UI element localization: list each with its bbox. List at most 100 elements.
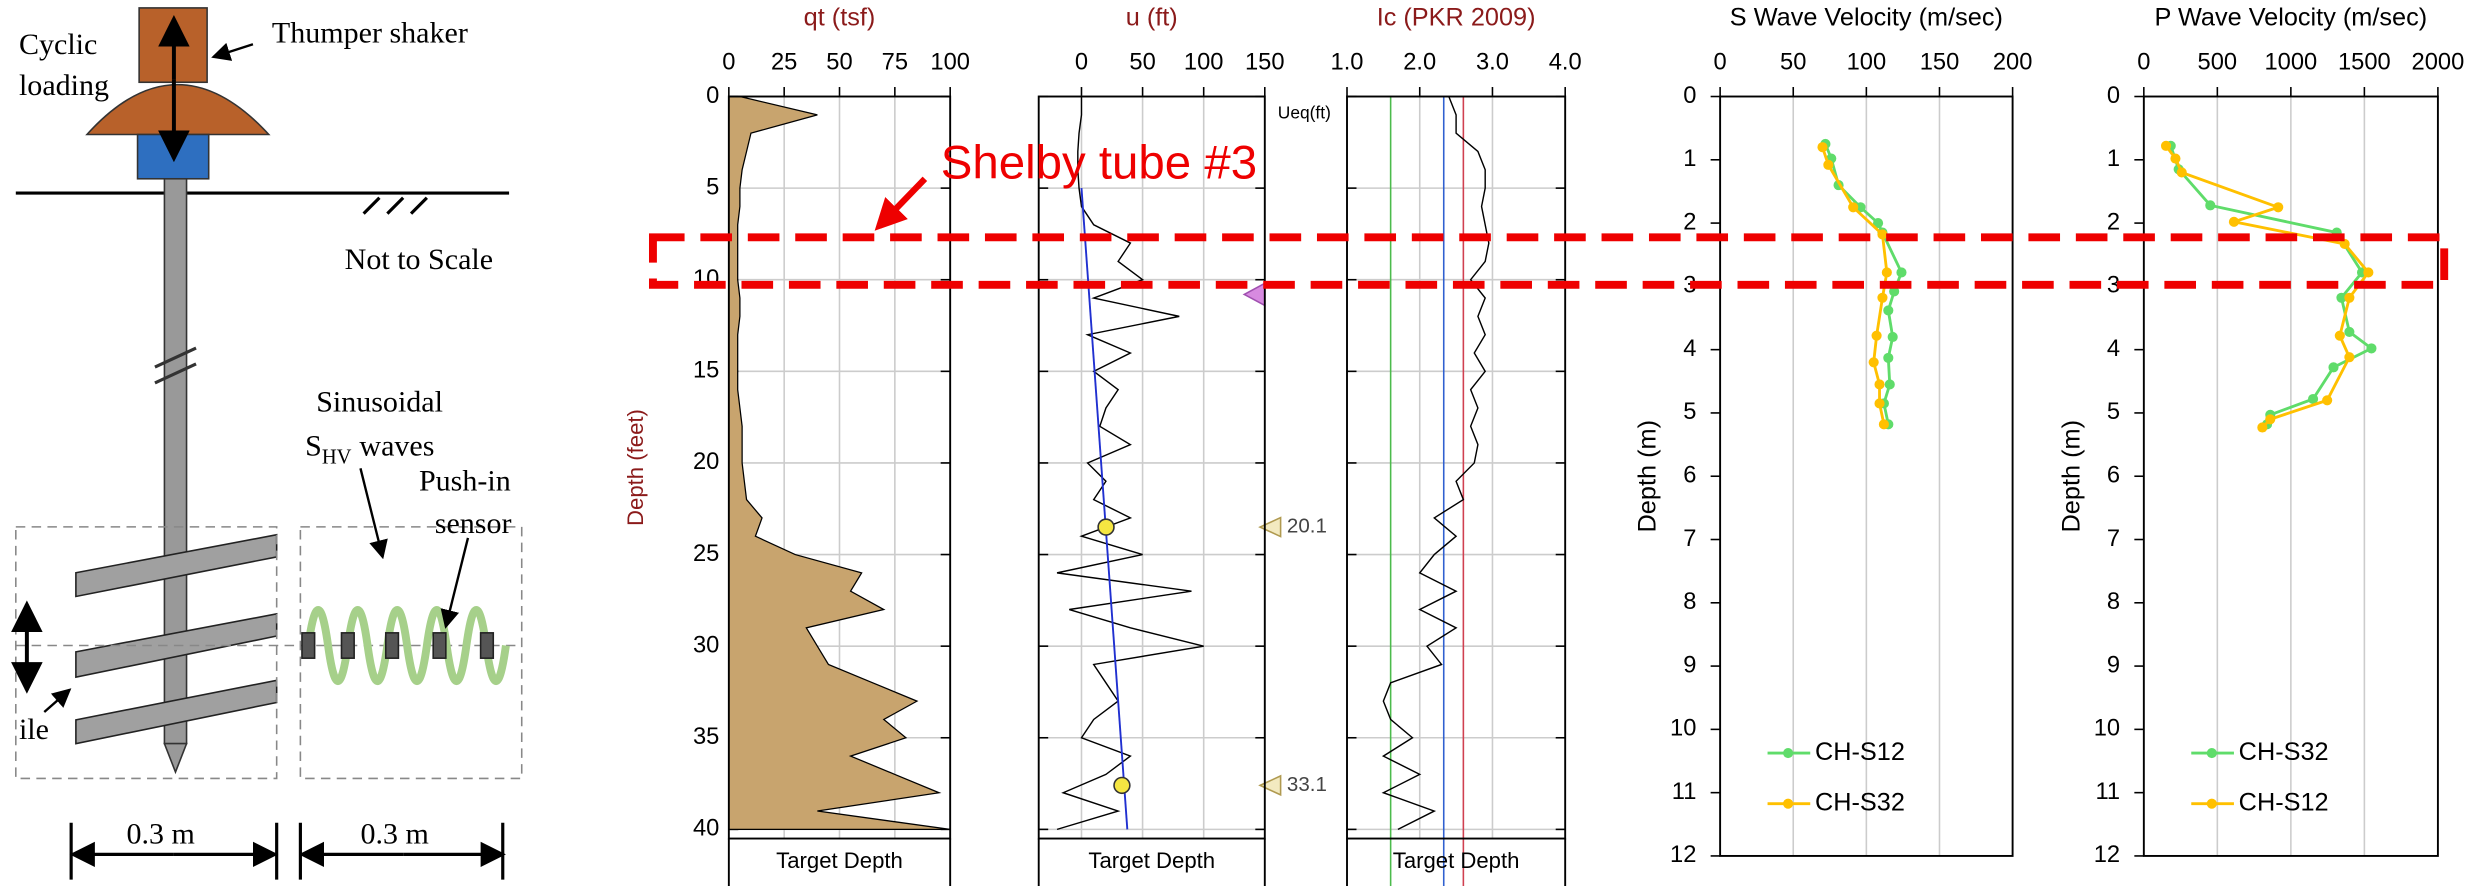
label: 0.3 m	[126, 817, 194, 850]
point	[2363, 267, 2374, 278]
point	[1889, 286, 1900, 297]
shaker-dome	[85, 83, 271, 136]
x-tick-label: 1500	[2338, 50, 2391, 76]
point	[2322, 395, 2333, 406]
x-tick-label: 100	[1847, 50, 1887, 76]
y-tick-label: 25	[693, 541, 719, 567]
y-tick-label: 4	[2107, 336, 2120, 362]
point	[1874, 398, 1885, 409]
plot-frame	[1346, 95, 1567, 840]
point	[2344, 292, 2355, 303]
legend-swatch	[2206, 798, 2217, 809]
dissipation-point	[1113, 776, 1131, 795]
label: Cyclic	[19, 28, 97, 61]
y-tick-label: 7	[1683, 526, 1696, 552]
x-tick-label: 100	[930, 50, 970, 76]
y-tick-label: 15	[693, 358, 719, 384]
chart-title: S Wave Velocity (m/sec)	[1730, 4, 2003, 32]
x-tick-label: 0	[1075, 50, 1088, 76]
right-label: Ueq(ft)	[1278, 103, 1331, 123]
y-tick-label: 8	[2107, 589, 2120, 615]
point	[2344, 326, 2355, 337]
x-tick-label: 4.0	[1549, 50, 1582, 76]
point	[2334, 330, 2345, 341]
y-axis-label: Depth (m)	[1634, 420, 1662, 532]
y-axis-label: Depth (feet)	[623, 409, 648, 526]
dissipation-point	[1097, 518, 1115, 536]
point	[2257, 422, 2268, 433]
x-tick-label: 1.0	[1331, 50, 1364, 76]
dashed-box	[15, 526, 278, 780]
x-tick-label: 150	[1245, 50, 1285, 76]
point	[1896, 267, 1907, 278]
shelby-annotation: Shelby tube #3	[648, 137, 2449, 289]
point	[1874, 379, 1885, 390]
legend-swatch	[1783, 798, 1794, 809]
x-tick-label: 2.0	[1403, 50, 1436, 76]
x-tick-label: 2000	[2412, 50, 2465, 76]
label: S	[305, 430, 322, 463]
y-tick-label: 9	[2107, 652, 2120, 678]
y-tick-label: 5	[706, 174, 719, 200]
label: HV	[322, 447, 352, 469]
point	[1873, 218, 1884, 229]
qt-profile	[728, 95, 951, 831]
chart-title: Ic (PKR 2009)	[1377, 4, 1536, 32]
point	[2308, 393, 2319, 405]
x-tick-label: 50	[1780, 50, 1806, 76]
x-tick-label: 75	[882, 50, 908, 76]
y-tick-label: 3	[2107, 273, 2120, 299]
x-tick-label: 25	[771, 50, 797, 76]
point	[2336, 292, 2347, 303]
plot-frame	[727, 95, 952, 840]
y-tick-label: 35	[693, 724, 719, 750]
point	[2339, 238, 2350, 250]
x-tick-label: 3.0	[1476, 50, 1509, 76]
wave	[304, 606, 510, 685]
y-tick-label: 11	[2095, 779, 2120, 805]
legend-label: CH-S32	[2239, 738, 2329, 766]
x-tick-label: 500	[2198, 50, 2238, 76]
chart-title: qt (tsf)	[804, 4, 876, 32]
dashed-box	[299, 526, 523, 780]
point	[1817, 142, 1828, 153]
point	[2273, 202, 2284, 213]
point	[1881, 267, 1892, 278]
label: 0.3 m	[360, 817, 428, 850]
y-tick-label: 7	[2107, 526, 2120, 552]
plots: qt (tsf)0 25 50 75 1000510152025303540Depth …	[623, 4, 2464, 886]
label: Not to Scale	[345, 243, 493, 276]
label: SHV waves	[305, 430, 434, 469]
label: loading	[19, 69, 109, 102]
plot-frame	[1719, 95, 2014, 857]
dissipation-marker	[1258, 774, 1282, 797]
point	[1877, 229, 1888, 240]
point	[2170, 153, 2181, 164]
x-tick-label: 0	[1714, 50, 1727, 76]
pointer	[211, 42, 254, 61]
point	[1868, 357, 1879, 368]
point	[2328, 362, 2339, 373]
y-tick-label: 0	[2107, 83, 2120, 109]
point	[2205, 200, 2216, 211]
pointer	[43, 688, 72, 713]
sensors	[301, 632, 495, 659]
point	[1823, 159, 1834, 170]
point	[1878, 419, 1889, 430]
point	[2176, 167, 2187, 178]
y-tick-label: 5	[1683, 399, 1696, 425]
y-tick-label: 2	[1683, 209, 1696, 235]
break	[154, 346, 197, 385]
legend-label: CH-S12	[2239, 788, 2329, 816]
y-tick-label: 8	[1683, 589, 1696, 615]
x-tick-label: 100	[1184, 50, 1224, 76]
y-tick-label: 3	[1683, 273, 1696, 299]
label: waves	[359, 430, 434, 463]
label: Thumper shaker	[272, 17, 468, 50]
point	[2344, 352, 2355, 363]
point	[1883, 352, 1894, 363]
highlight-box	[648, 233, 2449, 289]
point	[1848, 202, 1859, 213]
y-tick-label: 12	[1670, 842, 1696, 868]
x-tick-label: 0	[722, 50, 735, 76]
